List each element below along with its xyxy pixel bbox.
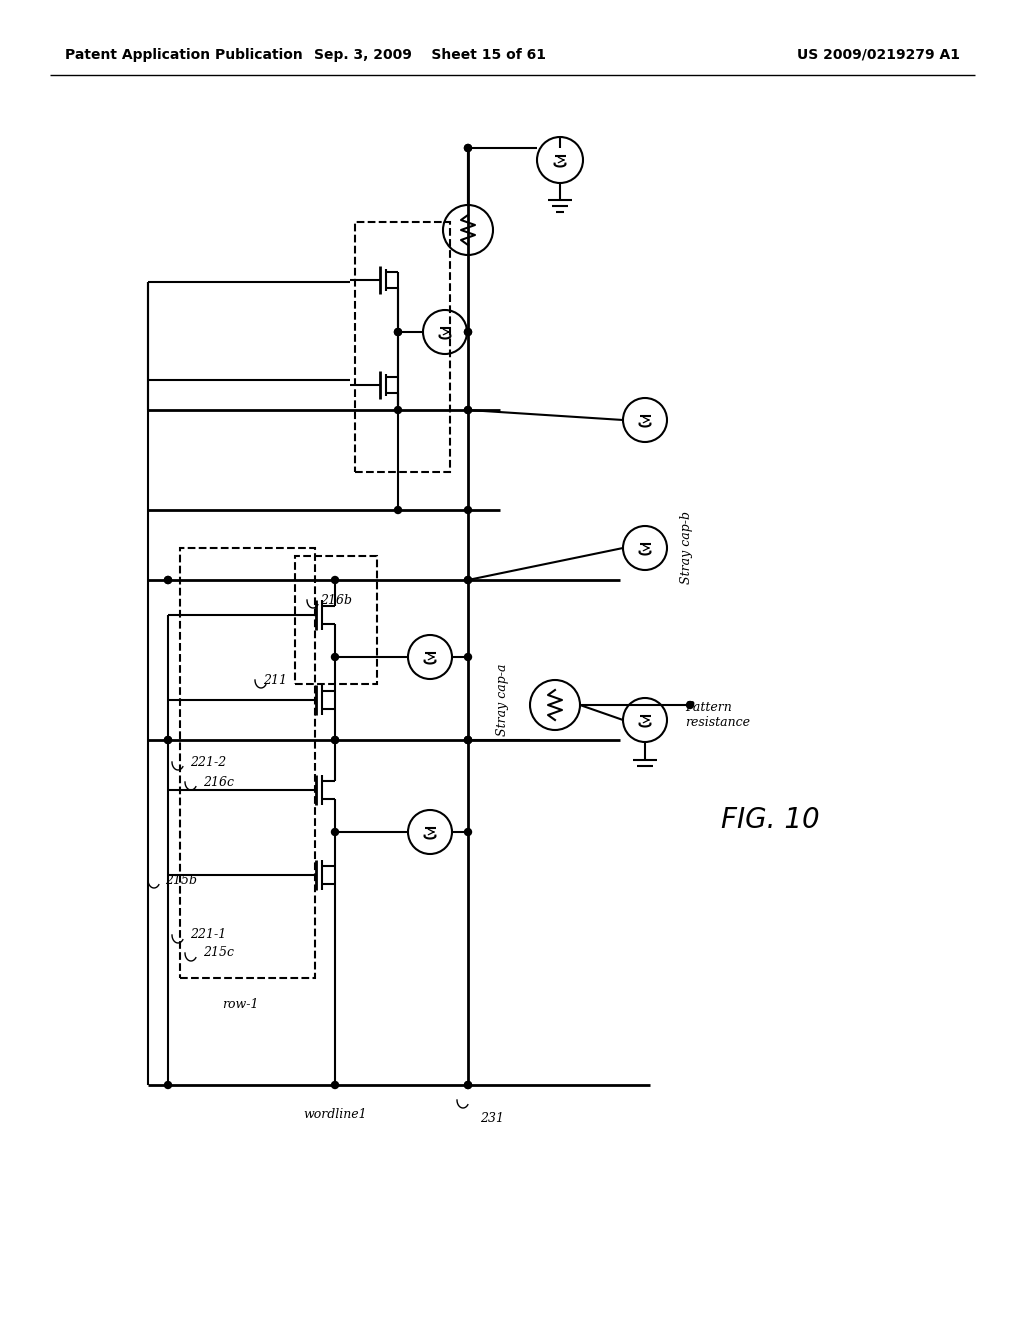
- Circle shape: [332, 1081, 339, 1089]
- Circle shape: [165, 1081, 171, 1089]
- Circle shape: [332, 829, 339, 836]
- Circle shape: [465, 407, 471, 413]
- Text: row-1: row-1: [222, 998, 258, 1011]
- Circle shape: [165, 737, 171, 743]
- Circle shape: [165, 737, 171, 743]
- Circle shape: [465, 507, 471, 513]
- Circle shape: [465, 329, 471, 335]
- Circle shape: [465, 737, 471, 743]
- Circle shape: [165, 577, 171, 583]
- Text: 221-1: 221-1: [190, 928, 226, 941]
- Text: Sep. 3, 2009    Sheet 15 of 61: Sep. 3, 2009 Sheet 15 of 61: [314, 48, 546, 62]
- Text: 221-2: 221-2: [190, 755, 226, 768]
- Text: FIG. 10: FIG. 10: [721, 807, 819, 834]
- Circle shape: [465, 577, 471, 583]
- Text: Patent Application Publication: Patent Application Publication: [65, 48, 303, 62]
- Text: 215b: 215b: [165, 874, 197, 887]
- Text: US 2009/0219279 A1: US 2009/0219279 A1: [797, 48, 961, 62]
- Circle shape: [465, 144, 471, 152]
- Text: Stray cap-a: Stray cap-a: [496, 664, 509, 737]
- Text: 231: 231: [480, 1111, 504, 1125]
- Circle shape: [465, 829, 471, 836]
- Circle shape: [465, 737, 471, 743]
- Circle shape: [165, 577, 171, 583]
- Text: Pattern
resistance: Pattern resistance: [685, 701, 750, 729]
- Bar: [355, 222, 450, 473]
- Circle shape: [332, 737, 339, 743]
- Circle shape: [686, 701, 693, 709]
- Circle shape: [332, 653, 339, 660]
- Circle shape: [465, 737, 471, 743]
- Text: 216b: 216b: [319, 594, 352, 606]
- Circle shape: [465, 577, 471, 583]
- Circle shape: [465, 653, 471, 660]
- Text: wordline1: wordline1: [303, 1109, 367, 1122]
- Bar: [180, 548, 315, 978]
- Circle shape: [465, 407, 471, 413]
- Bar: [295, 556, 377, 684]
- Circle shape: [465, 329, 471, 335]
- Text: Stray cap-b: Stray cap-b: [680, 511, 693, 585]
- Circle shape: [394, 407, 401, 413]
- Text: 215c: 215c: [203, 946, 234, 960]
- Circle shape: [465, 1081, 471, 1089]
- Text: 216c: 216c: [203, 776, 234, 788]
- Circle shape: [332, 577, 339, 583]
- Circle shape: [332, 737, 339, 743]
- Circle shape: [394, 507, 401, 513]
- Text: 211: 211: [263, 673, 287, 686]
- Circle shape: [465, 1081, 471, 1089]
- Circle shape: [465, 144, 471, 152]
- Circle shape: [394, 329, 401, 335]
- Circle shape: [394, 329, 401, 335]
